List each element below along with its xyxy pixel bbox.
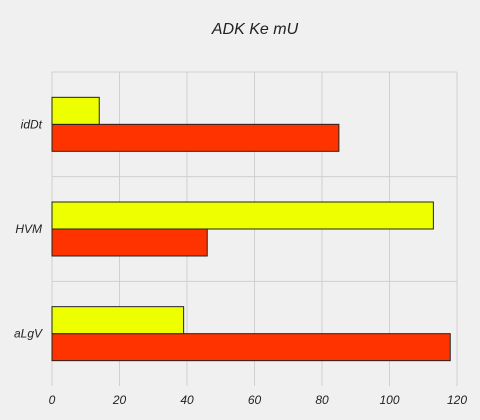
x-tick-label: 80 (315, 393, 329, 407)
bars (52, 97, 450, 360)
y-tick-label: idDt (21, 117, 43, 131)
x-tick-label: 20 (112, 393, 127, 407)
x-tick-label: 100 (379, 393, 399, 407)
bar-aLgV-series-2 (52, 307, 184, 334)
x-tick-label: 60 (248, 393, 262, 407)
x-tick-label: 0 (49, 393, 56, 407)
bar-aLgV-series-1 (52, 334, 450, 361)
x-tick-label: 40 (180, 393, 194, 407)
bar-idDt-series-2 (52, 97, 99, 124)
bar-HVM-series-2 (52, 202, 433, 229)
y-axis-tick-labels: aLgV HVM idDt (14, 117, 43, 340)
bar-idDt-series-1 (52, 124, 339, 151)
y-tick-label: HVM (15, 222, 42, 236)
y-tick-label: aLgV (14, 327, 43, 341)
chart-title: ADK Ke mU (211, 21, 299, 38)
bar-HVM-series-1 (52, 229, 207, 256)
x-axis-tick-labels: 0 20 40 60 80 100 120 (49, 393, 468, 407)
x-tick-label: 120 (447, 393, 467, 407)
